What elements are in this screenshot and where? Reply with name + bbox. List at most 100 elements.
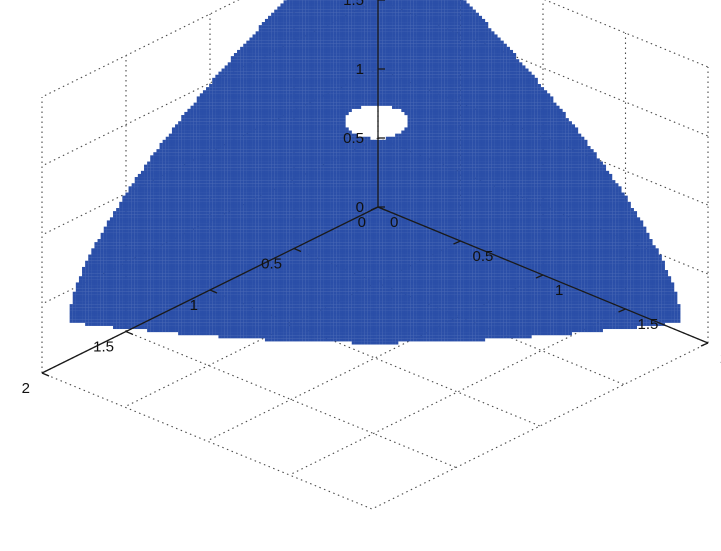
data-point (255, 74, 259, 78)
data-point (463, 9, 467, 13)
data-point (531, 99, 535, 103)
data-point (258, 37, 262, 41)
data-point (339, 28, 343, 32)
data-point (469, 22, 473, 26)
data-point (268, 49, 272, 54)
data-point (385, 77, 390, 82)
data-point (419, 37, 424, 41)
data-point (516, 71, 520, 75)
data-point (441, 87, 445, 91)
data-point (230, 87, 235, 91)
data-point (323, 65, 328, 69)
data-point (339, 93, 343, 97)
data-point (382, 59, 386, 63)
data-point (494, 62, 498, 66)
data-point (506, 127, 510, 131)
data-point (320, 130, 324, 134)
data-point (261, 105, 266, 109)
data-point (385, 56, 390, 60)
data-point (249, 71, 253, 75)
data-point (202, 90, 207, 94)
data-point (364, 77, 368, 82)
data-point (333, 118, 337, 122)
data-point (460, 77, 464, 82)
data-point (268, 136, 272, 140)
data-point (361, 18, 365, 23)
data-point (568, 124, 572, 128)
data-point (469, 102, 473, 106)
data-point (413, 90, 417, 94)
data-point (419, 68, 424, 72)
data-point (395, 65, 399, 69)
data-point (227, 102, 231, 106)
data-point (314, 25, 318, 29)
data-point (395, 49, 399, 54)
data-point (497, 62, 501, 66)
data-point (398, 96, 402, 100)
data-point (469, 105, 473, 109)
data-point (317, 118, 321, 122)
data-point (249, 99, 253, 103)
data-point (354, 80, 359, 85)
data-point (531, 90, 535, 94)
data-point (457, 74, 461, 78)
data-point (457, 65, 461, 69)
data-point (503, 108, 507, 113)
data-point (410, 6, 414, 10)
data-point (382, 68, 386, 72)
data-point (317, 84, 321, 88)
data-point (454, 102, 458, 106)
data-point (348, 9, 352, 13)
data-point (336, 77, 340, 82)
data-point (283, 68, 287, 72)
data-point (429, 65, 433, 69)
data-point (305, 136, 309, 140)
data-point (419, 31, 424, 35)
data-point (410, 3, 414, 7)
data-point (410, 124, 414, 128)
data-point (345, 108, 349, 113)
data-point (339, 37, 343, 41)
data-point (407, 25, 411, 29)
data-point (441, 93, 445, 97)
data-point (426, 124, 430, 128)
data-point (283, 124, 287, 128)
data-point (460, 59, 464, 63)
data-point (472, 46, 476, 51)
data-point (308, 77, 312, 82)
data-point (404, 56, 408, 60)
data-point (429, 34, 433, 38)
data-point (370, 93, 374, 97)
data-point (354, 31, 359, 35)
data-point (326, 3, 331, 7)
data-point (494, 121, 498, 125)
data-point (478, 43, 483, 47)
data-point (395, 133, 399, 137)
data-point (330, 118, 334, 122)
data-point (382, 84, 386, 88)
data-point (299, 87, 303, 91)
data-point (401, 93, 405, 97)
data-point (537, 108, 541, 113)
data-point (317, 3, 321, 7)
data-point (373, 77, 377, 82)
data-point (361, 43, 365, 47)
data-point (264, 77, 269, 82)
data-point (342, 84, 346, 88)
data-point (295, 93, 300, 97)
data-point (283, 9, 287, 13)
data-point (357, 105, 362, 109)
data-point (354, 22, 359, 26)
data-point (500, 118, 504, 122)
data-point (450, 84, 455, 88)
data-point (237, 124, 241, 128)
data-point (534, 105, 538, 109)
data-point (302, 12, 306, 16)
data-point (292, 111, 297, 116)
data-point (333, 18, 337, 23)
data-point (199, 108, 204, 113)
data-point (447, 59, 452, 63)
data-point (333, 12, 337, 16)
data-point (246, 49, 250, 54)
data-point (512, 121, 517, 125)
